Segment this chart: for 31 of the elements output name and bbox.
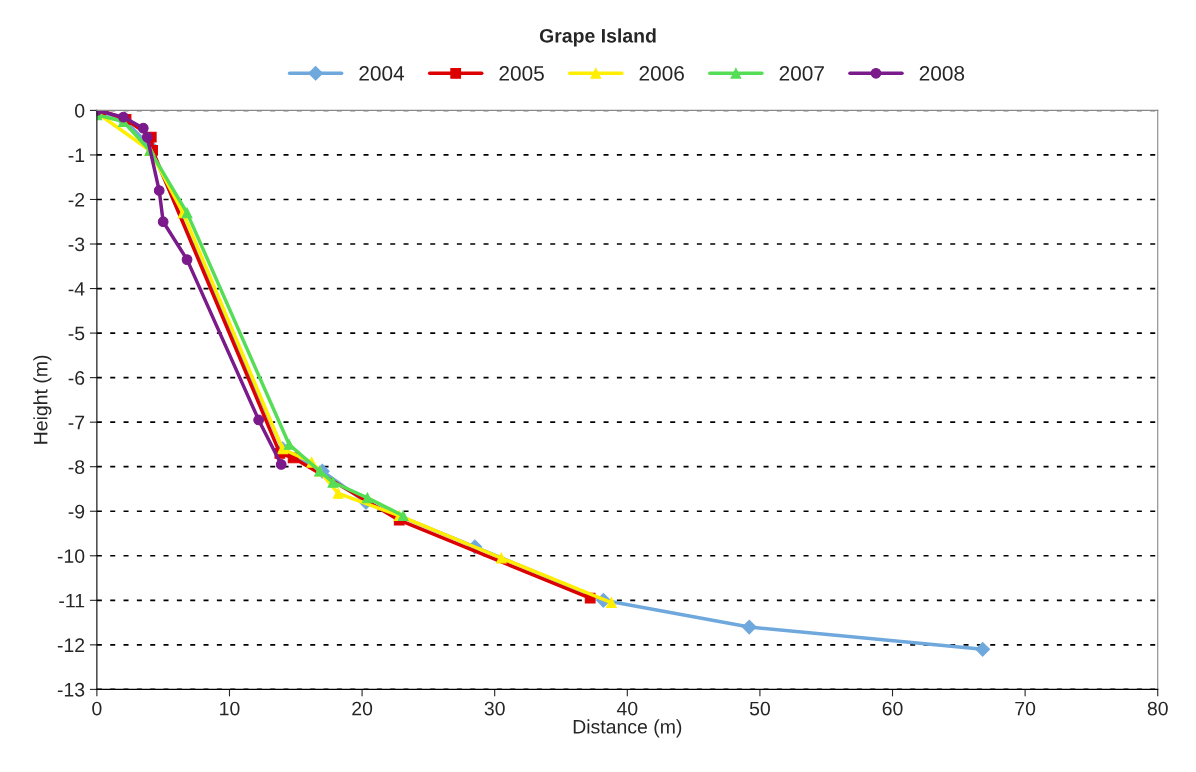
y-tick-label: -4 [68, 282, 85, 296]
y-tick-label: -12 [57, 638, 85, 652]
y-tick-label: -8 [68, 460, 85, 474]
legend-label: 2008 [919, 66, 965, 81]
y-tick-label: -5 [68, 326, 85, 341]
y-tick-label: -13 [57, 682, 85, 697]
x-tick-label: 70 [1015, 701, 1036, 716]
y-axis-title: Height (m) [33, 355, 52, 444]
x-tick-label: 40 [616, 701, 638, 716]
y-tick-label: -10 [57, 549, 85, 564]
x-tick-label: 0 [92, 701, 102, 716]
x-tick-label: 10 [220, 701, 240, 716]
legend-label: 2004 [359, 66, 405, 81]
legend-label: 2005 [499, 66, 544, 81]
x-tick-label: 50 [749, 701, 770, 716]
x-tick-label: 20 [352, 701, 373, 716]
x-tick-label: 80 [1147, 701, 1168, 716]
y-tick-label: -3 [68, 237, 85, 252]
x-axis-title: Distance (m) [573, 719, 682, 738]
y-tick-label: 0 [75, 103, 85, 118]
legend-label: 2006 [639, 66, 684, 81]
y-tick-label: -11 [59, 593, 85, 608]
x-tick-label: 30 [484, 701, 505, 716]
y-tick-label: -9 [68, 504, 85, 519]
y-tick-label: -6 [68, 371, 85, 385]
y-tick-label: -1 [68, 148, 85, 162]
y-tick-label: -7 [68, 415, 85, 430]
chart-title: Grape Island [539, 28, 656, 47]
y-tick-label: -2 [68, 192, 85, 207]
x-tick-label: 60 [882, 701, 903, 716]
legend-label: 2007 [779, 66, 824, 81]
